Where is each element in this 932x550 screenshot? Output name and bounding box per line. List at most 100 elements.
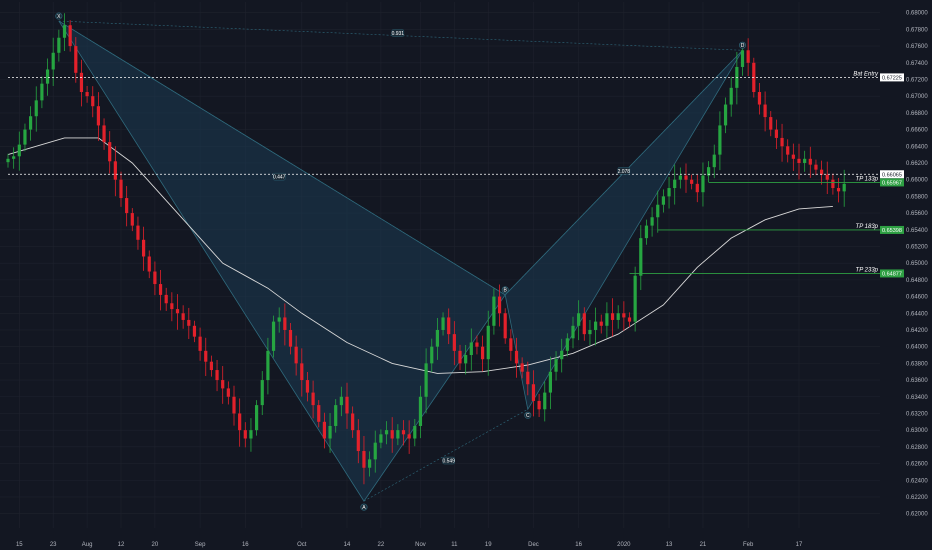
point-marker <box>360 503 368 511</box>
candle-body <box>497 296 502 314</box>
candle-body <box>294 346 298 364</box>
price-tag <box>880 178 904 187</box>
candle-body <box>221 380 225 389</box>
price-tag-text: 0.65967 <box>882 180 902 186</box>
price-tick-label: 0.67800 <box>906 27 928 33</box>
candle-body <box>537 400 541 410</box>
candle-body <box>452 334 456 351</box>
price-tick-label: 0.64600 <box>906 295 928 301</box>
candle-body <box>797 158 801 163</box>
candle-body <box>255 405 259 431</box>
time-tick-label: 17 <box>796 542 803 548</box>
candle-body <box>51 52 55 70</box>
candle-body <box>271 321 276 351</box>
candle-body <box>266 350 270 381</box>
candle-body <box>232 396 236 414</box>
candle-body <box>458 350 462 364</box>
candle-body <box>108 142 112 162</box>
level-label: TP 133p <box>856 176 879 182</box>
bat-pattern[interactable] <box>58 20 743 502</box>
candle-body <box>786 146 790 155</box>
candle-body <box>757 92 762 105</box>
pattern-labels: X A B C D 0.931 0.447 0.549 2.078 <box>55 12 746 511</box>
price-tick-label: 0.64200 <box>906 328 928 334</box>
candle-body <box>57 37 61 53</box>
candle-body <box>548 371 552 393</box>
ratio-box <box>391 29 405 37</box>
candle-body <box>119 179 123 199</box>
candle-body <box>430 346 434 364</box>
candle-body <box>661 196 665 205</box>
candle-body <box>769 117 773 130</box>
candle-body <box>215 370 219 381</box>
price-tag <box>880 73 904 82</box>
candle-body <box>158 284 163 295</box>
candle-body <box>136 225 140 240</box>
candle-body <box>396 430 400 439</box>
candle-body <box>435 329 439 347</box>
point-label: C <box>526 413 530 419</box>
candle-body <box>317 405 321 422</box>
candle-body <box>627 317 632 322</box>
price-tag <box>880 225 904 234</box>
candle-body <box>418 396 423 426</box>
level-label: TP 233p <box>856 267 879 273</box>
candle-body <box>633 275 637 322</box>
price-tag-text: 0.64877 <box>882 271 902 277</box>
time-tick-label: 19 <box>485 542 492 548</box>
candle-body <box>622 313 626 318</box>
candle-body <box>362 451 366 468</box>
candle-body <box>204 350 208 362</box>
candle-body <box>226 388 230 397</box>
candle-body <box>560 350 564 360</box>
ratio-label: 2.078 <box>618 169 631 175</box>
price-tick-label: 0.67600 <box>906 44 928 50</box>
candle-body <box>690 179 694 184</box>
candle-body <box>644 225 649 239</box>
candle-body <box>707 167 711 176</box>
candle-body <box>305 380 310 393</box>
candle-body <box>34 100 38 117</box>
point-marker <box>501 286 509 294</box>
candle-body <box>322 421 326 439</box>
candle-body <box>780 137 784 147</box>
price-tick-label: 0.66800 <box>906 111 928 117</box>
candle-body <box>729 87 733 105</box>
candle-body <box>678 175 682 180</box>
candle-body <box>695 183 699 193</box>
candle-body <box>514 350 519 364</box>
candle-body <box>209 361 213 371</box>
candle-body <box>605 313 609 326</box>
candle-body <box>345 396 349 414</box>
price-levels[interactable]: Bat Entry TP 133p TP 183p TP 233p <box>8 71 880 274</box>
candle-body <box>492 296 496 326</box>
price-tag <box>880 170 904 179</box>
candle-body <box>17 144 21 157</box>
point-marker <box>55 12 63 20</box>
candle-body <box>639 238 643 276</box>
candle-body <box>249 430 253 439</box>
time-tick-label: 11 <box>451 542 458 548</box>
point-label: A <box>362 505 366 511</box>
candle-body <box>836 188 841 192</box>
price-tick-label: 0.62400 <box>906 478 928 484</box>
candle-body <box>774 129 778 138</box>
ratio-box <box>617 167 631 175</box>
price-tick-label: 0.63200 <box>906 411 928 417</box>
point-marker <box>738 41 746 49</box>
candle-body <box>12 156 16 159</box>
candle-body <box>351 413 355 431</box>
time-axis[interactable]: 15 23 Aug 12 20 Sep 16 Oct 14 22 Nov 11 19 Dec 16 2020 1… <box>0 534 880 550</box>
price-tag-text: 0.65398 <box>882 228 902 234</box>
candle-body <box>85 92 89 97</box>
candle-body <box>667 188 671 197</box>
candle-body <box>147 256 151 272</box>
candle-body <box>718 125 722 155</box>
ratio-box <box>273 172 286 181</box>
candle-body <box>277 317 281 322</box>
candle-body <box>339 396 343 406</box>
price-axis[interactable]: 0.672250.660650.659670.653980.648770.682… <box>880 0 932 550</box>
candle-body <box>610 313 615 320</box>
price-tick-label: 0.63600 <box>906 378 928 384</box>
